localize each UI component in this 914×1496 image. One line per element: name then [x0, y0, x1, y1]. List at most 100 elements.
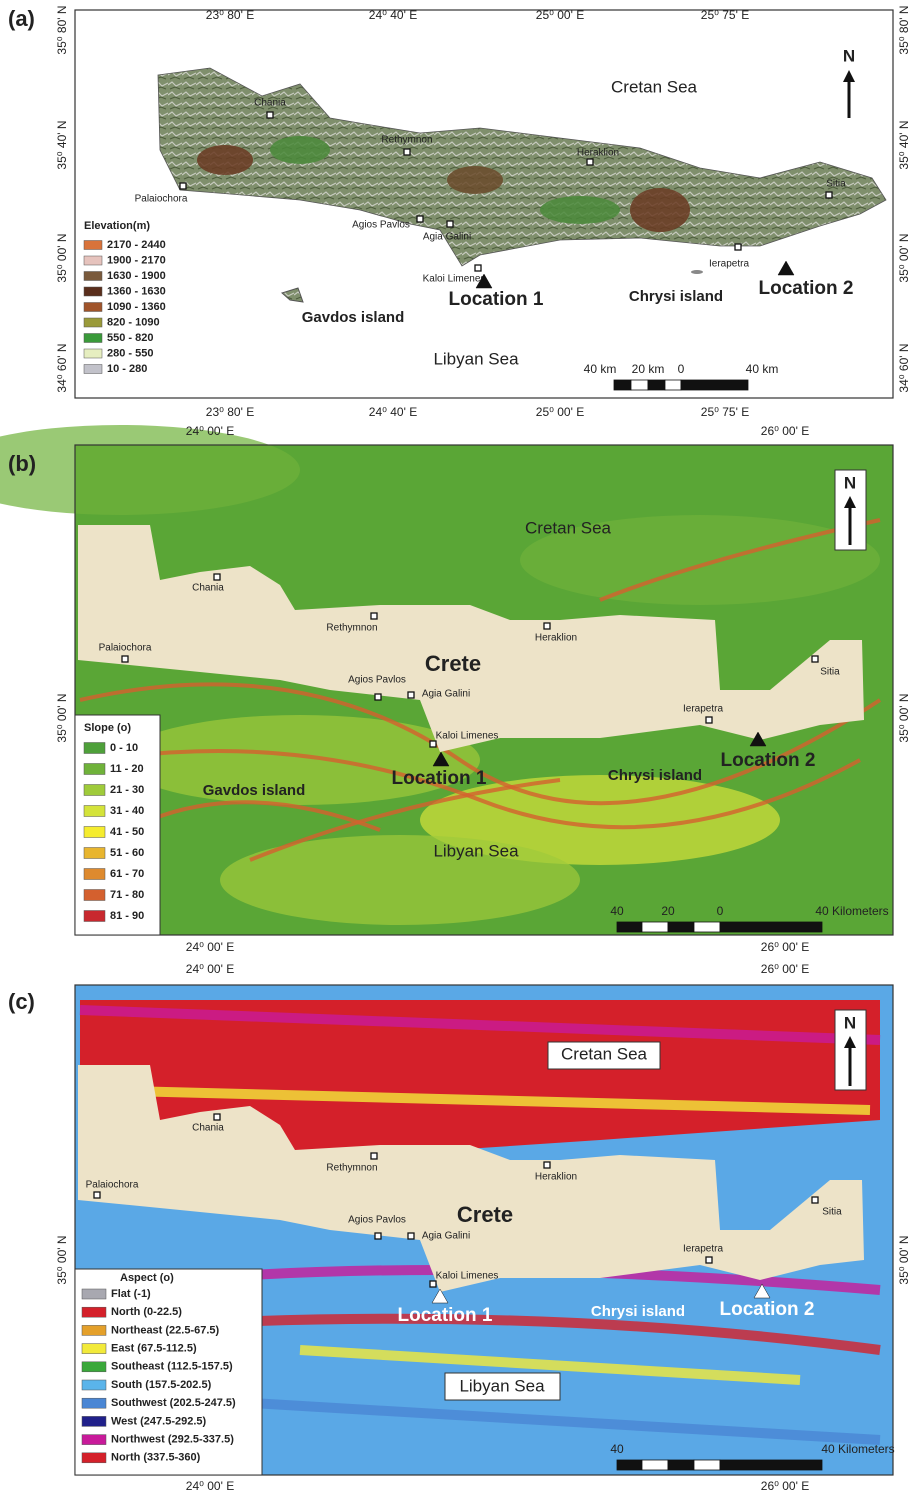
map-label: Location 2 — [719, 1299, 814, 1320]
place-marker — [408, 692, 414, 698]
legend-label: 31 - 40 — [110, 805, 144, 817]
place-name: Heraklion — [535, 633, 577, 644]
legend-swatch — [84, 869, 105, 880]
legend-swatch — [84, 827, 105, 838]
place-name: Agios Pavlos — [348, 675, 406, 686]
place-name: Agia Galini — [422, 689, 470, 700]
bottom-coordinate: 24⁰ 00' E — [186, 940, 234, 954]
top-coordinate: 24⁰ 40' E — [369, 8, 417, 22]
legend-swatch — [82, 1307, 106, 1317]
map-label: Cretan Sea — [561, 1044, 648, 1063]
legend-swatch — [82, 1380, 106, 1390]
legend-swatch — [84, 743, 105, 754]
legend-swatch — [84, 785, 105, 796]
legend-swatch — [84, 303, 102, 312]
legend-swatch — [82, 1325, 106, 1335]
legend-label: Southeast (112.5-157.5) — [111, 1361, 233, 1373]
scale-segment — [617, 1460, 642, 1470]
place-marker — [122, 656, 128, 662]
legend-label: 10 - 280 — [107, 363, 147, 375]
map-label: Location 2 — [758, 278, 853, 299]
place-name: Ierapetra — [683, 704, 723, 715]
left-coordinate: 35⁰ 00' N — [55, 693, 69, 742]
top-coordinate: 24⁰ 00' E — [186, 962, 234, 976]
place-name: Palaiochora — [99, 643, 152, 654]
place-name: Rethymnon — [326, 1163, 377, 1174]
bottom-coordinate: 25⁰ 00' E — [536, 405, 584, 419]
place-marker — [826, 192, 832, 198]
place-marker — [375, 694, 381, 700]
legend-label: 1360 - 1630 — [107, 285, 166, 297]
scale-label: 40 — [610, 904, 624, 918]
legend-label: 2170 - 2440 — [107, 239, 166, 251]
place-marker — [180, 183, 186, 189]
bottom-coordinate: 26⁰ 00' E — [761, 1479, 809, 1493]
place-marker — [544, 1162, 550, 1168]
map-label: Chrysi island — [591, 1303, 685, 1320]
place-marker — [587, 159, 593, 165]
top-coordinate: 26⁰ 00' E — [761, 962, 809, 976]
map-panel: (c)24⁰ 00' E26⁰ 00' E24⁰ 00' E26⁰ 00' E3… — [8, 962, 911, 1493]
legend-swatch — [82, 1289, 106, 1299]
scale-segment — [614, 380, 631, 390]
scale-segment — [668, 1460, 694, 1470]
legend-swatch — [84, 365, 102, 374]
scale-segment — [720, 922, 822, 932]
legend-label: 41 - 50 — [110, 826, 144, 838]
left-coordinate: 35⁰ 00' N — [55, 233, 69, 282]
scale-segment — [668, 922, 694, 932]
scale-label: 40 Kilometers — [815, 904, 888, 918]
bottom-coordinate: 24⁰ 40' E — [369, 405, 417, 419]
left-coordinate: 35⁰ 00' N — [55, 1235, 69, 1284]
map-label: Cretan Sea — [525, 518, 612, 537]
scale-label: 0 — [717, 904, 724, 918]
legend-label: Northwest (292.5-337.5) — [111, 1434, 234, 1446]
top-coordinate: 25⁰ 00' E — [536, 8, 584, 22]
legend-label: 1900 - 2170 — [107, 254, 166, 266]
place-name: Agia Galini — [423, 232, 471, 243]
legend-label: North (337.5-360) — [111, 1452, 201, 1464]
legend-label: West (247.5-292.5) — [111, 1415, 207, 1427]
legend-label: 1090 - 1360 — [107, 301, 166, 313]
legend-swatch — [82, 1398, 106, 1408]
legend-swatch — [84, 272, 102, 281]
place-marker — [417, 216, 423, 222]
legend-label: 0 - 10 — [110, 742, 138, 754]
place-name: Ierapetra — [709, 259, 749, 270]
north-label: N — [844, 473, 856, 492]
place-name: Agios Pavlos — [348, 1215, 406, 1226]
right-coordinate: 35⁰ 80' N — [897, 5, 911, 54]
scale-segment — [681, 380, 748, 390]
place-name: Sitia — [822, 1207, 842, 1218]
legend-label: 81 - 90 — [110, 910, 144, 922]
legend-label: North (0-22.5) — [111, 1306, 182, 1318]
place-name: Chania — [192, 1123, 224, 1134]
map-label: Location 1 — [448, 289, 543, 310]
map-label: Location 2 — [720, 750, 815, 771]
place-name: Rethymnon — [326, 623, 377, 634]
place-marker — [371, 613, 377, 619]
scale-segment — [720, 1460, 822, 1470]
left-coordinate: 34⁰ 60' N — [55, 343, 69, 392]
scale-segment — [694, 1460, 720, 1470]
legend-label: 61 - 70 — [110, 868, 144, 880]
right-coordinate: 35⁰ 00' N — [897, 233, 911, 282]
legend-swatch — [84, 890, 105, 901]
legend-label: 1630 - 1900 — [107, 270, 166, 282]
left-coordinate: 35⁰ 40' N — [55, 120, 69, 169]
top-coordinate: 24⁰ 00' E — [186, 424, 234, 438]
place-marker — [812, 656, 818, 662]
place-marker — [544, 623, 550, 629]
place-marker — [706, 717, 712, 723]
scale-label: 0 — [678, 362, 685, 376]
place-name: Palaiochora — [86, 1180, 139, 1191]
legend-label: 280 - 550 — [107, 347, 153, 359]
legend-swatch — [84, 256, 102, 265]
legend-swatch — [84, 241, 102, 250]
panel-label: (c) — [8, 989, 35, 1014]
right-coordinate: 34⁰ 60' N — [897, 343, 911, 392]
figure: (a)23⁰ 80' E24⁰ 40' E25⁰ 00' E25⁰ 75' E2… — [0, 0, 914, 1496]
map-label: Chrysi island — [608, 767, 702, 784]
